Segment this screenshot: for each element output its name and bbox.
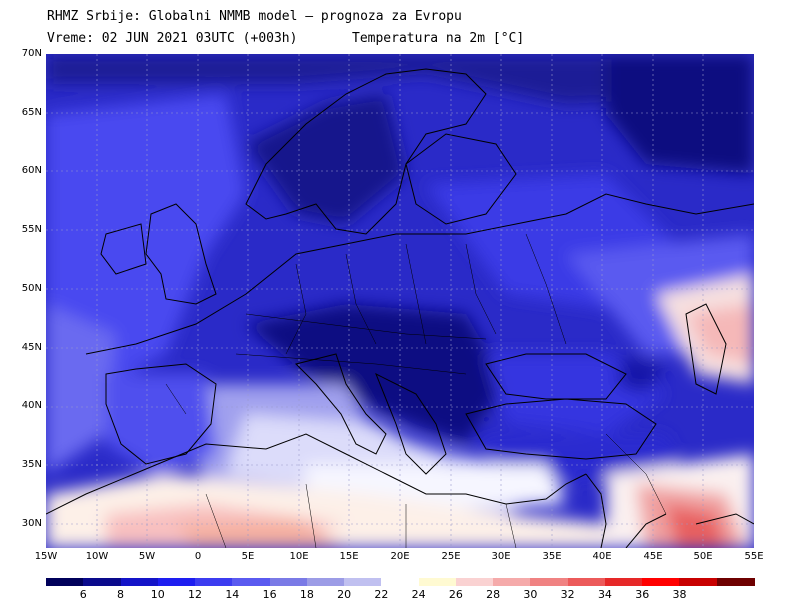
colorbar-swatch [418, 578, 457, 586]
colorbar-swatch [120, 578, 159, 586]
colorbar-swatch [269, 578, 308, 586]
lon-label: 40E [592, 551, 612, 562]
colorbar-label: 26 [448, 588, 463, 601]
lon-label: 15E [339, 551, 359, 562]
colorbar-swatch [567, 578, 606, 586]
graticule [46, 54, 754, 548]
lon-label: 45E [643, 551, 663, 562]
colorbar-swatch [642, 578, 681, 586]
colorbar-swatch [306, 578, 345, 586]
lon-label: 30E [491, 551, 511, 562]
colorbar-label: 14 [225, 588, 240, 601]
colorbar-label: 8 [117, 588, 125, 601]
coastlines [46, 68, 754, 548]
colorbar-label: 28 [486, 588, 501, 601]
lon-label: 35E [542, 551, 562, 562]
colorbar-label: 6 [79, 588, 87, 601]
lon-label: 0 [194, 551, 202, 562]
lon-label: 5E [241, 551, 255, 562]
colorbar-label: 24 [411, 588, 426, 601]
colorbar-swatch [716, 578, 755, 586]
map-title: RHMZ Srbije: Globalni NMMB model — progn… [47, 9, 462, 24]
colorbar-swatch [604, 578, 643, 586]
colorbar-swatch [679, 578, 718, 586]
colorbar-label: 34 [597, 588, 612, 601]
lat-label: 45N [21, 342, 42, 353]
variable-label: Temperatura na 2m [°C] [352, 31, 525, 46]
colorbar-swatch [46, 578, 84, 586]
colorbar-label: 30 [523, 588, 538, 601]
lat-label: 30N [21, 518, 42, 529]
colorbar-swatch [157, 578, 196, 586]
borders [165, 233, 667, 548]
colorbar-label: 36 [635, 588, 650, 601]
colorbar-swatch [530, 578, 569, 586]
map-canvas [46, 54, 754, 548]
forecast-time: Vreme: 02 JUN 2021 03UTC (+003h) [47, 31, 298, 46]
lon-label: 15W [34, 551, 58, 562]
lon-label: 25E [441, 551, 461, 562]
temperature-map [46, 54, 754, 548]
colorbar-label: 20 [337, 588, 352, 601]
lon-label: 10E [289, 551, 309, 562]
colorbar [46, 578, 755, 586]
lon-label: 5W [138, 551, 156, 562]
temperature-field [46, 54, 754, 548]
lon-label: 50E [693, 551, 713, 562]
lon-label: 20E [390, 551, 410, 562]
colorbar-swatch [232, 578, 271, 586]
lat-label: 35N [21, 459, 42, 470]
colorbar-label: 38 [672, 588, 687, 601]
colorbar-swatch [455, 578, 494, 586]
colorbar-swatch [381, 578, 420, 586]
lon-label: 55E [744, 551, 764, 562]
lat-label: 70N [21, 48, 42, 59]
colorbar-label: 18 [299, 588, 314, 601]
colorbar-swatch [83, 578, 122, 586]
colorbar-swatch [344, 578, 383, 586]
lat-label: 55N [21, 224, 42, 235]
colorbar-label: 32 [560, 588, 575, 601]
colorbar-label: 12 [188, 588, 203, 601]
colorbar-swatch [195, 578, 234, 586]
lat-label: 50N [21, 283, 42, 294]
colorbar-label: 22 [374, 588, 389, 601]
lon-label: 10W [85, 551, 109, 562]
lat-label: 65N [21, 107, 42, 118]
colorbar-label: 16 [262, 588, 277, 601]
colorbar-swatch [493, 578, 532, 586]
lat-label: 60N [21, 165, 42, 176]
lat-label: 40N [21, 400, 42, 411]
colorbar-label: 10 [150, 588, 165, 601]
